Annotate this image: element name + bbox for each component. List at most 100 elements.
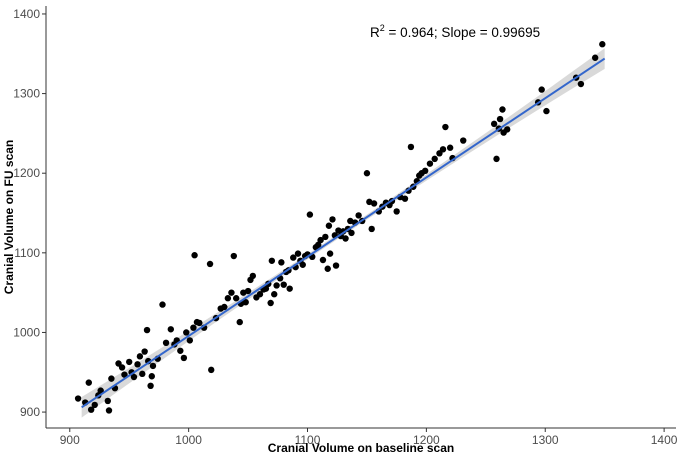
fit-annotation: R2 = 0.964; Slope = 0.99695 bbox=[370, 23, 540, 40]
data-point bbox=[490, 120, 498, 128]
data-point bbox=[118, 364, 126, 371]
x-tick-label: 1100 bbox=[295, 433, 321, 447]
data-point bbox=[74, 395, 82, 402]
data-point bbox=[496, 115, 504, 123]
data-point bbox=[325, 222, 333, 229]
x-tick-label: 1200 bbox=[413, 433, 440, 447]
y-tick-label: 1200 bbox=[13, 166, 40, 180]
data-point bbox=[326, 250, 334, 257]
data-point bbox=[268, 257, 276, 264]
data-point bbox=[290, 254, 297, 261]
y-tick-label: 1300 bbox=[13, 87, 40, 101]
data-point bbox=[105, 407, 113, 414]
data-point bbox=[591, 54, 599, 61]
data-point bbox=[236, 318, 243, 326]
annotation-rest: = 0.964; Slope = 0.99695 bbox=[385, 25, 540, 40]
r-label: R bbox=[370, 25, 380, 40]
data-point bbox=[230, 252, 238, 260]
data-point bbox=[224, 295, 232, 302]
data-point bbox=[136, 353, 144, 360]
x-tick-label: 1400 bbox=[651, 433, 678, 447]
data-point bbox=[271, 291, 278, 298]
data-point bbox=[196, 319, 203, 327]
data-point bbox=[134, 361, 141, 368]
data-point bbox=[148, 373, 155, 380]
data-point bbox=[493, 155, 500, 163]
data-point bbox=[306, 211, 314, 218]
data-point bbox=[180, 354, 188, 362]
data-point bbox=[191, 252, 198, 259]
y-axis-title: Cranial Volume on FU scan bbox=[2, 140, 16, 294]
data-point bbox=[421, 167, 429, 175]
data-point bbox=[299, 261, 306, 268]
data-point bbox=[121, 371, 128, 378]
y-tick-label: 1100 bbox=[14, 246, 40, 260]
y-tick-label: 900 bbox=[20, 405, 40, 419]
data-point bbox=[206, 260, 214, 268]
data-point bbox=[97, 387, 104, 394]
y-tick-label: 1000 bbox=[13, 325, 40, 339]
data-point bbox=[280, 281, 287, 288]
y-ticks-group: 900 1000 1100 1200 1300 1400 bbox=[13, 7, 46, 419]
data-point bbox=[249, 272, 257, 280]
data-point bbox=[460, 137, 467, 144]
data-point bbox=[267, 299, 274, 307]
data-point bbox=[431, 155, 438, 163]
x-ticks-group: 900 1000 1100 1200 1300 1400 bbox=[60, 428, 678, 447]
data-point bbox=[141, 348, 148, 355]
y-tick-label: 1400 bbox=[13, 7, 40, 21]
data-point bbox=[426, 160, 434, 167]
data-point bbox=[162, 339, 170, 347]
x-tick-label: 1300 bbox=[532, 433, 559, 447]
data-point bbox=[543, 107, 550, 115]
data-point bbox=[232, 295, 240, 302]
data-point bbox=[85, 379, 92, 386]
data-point bbox=[439, 146, 447, 153]
data-point bbox=[329, 216, 336, 223]
data-point bbox=[363, 170, 371, 177]
data-point bbox=[159, 301, 166, 308]
data-point bbox=[577, 80, 585, 88]
data-point bbox=[322, 233, 329, 241]
data-point bbox=[221, 303, 228, 311]
data-point bbox=[294, 250, 302, 257]
data-point bbox=[190, 324, 197, 331]
data-point bbox=[147, 382, 154, 389]
data-point bbox=[393, 208, 400, 215]
data-point bbox=[446, 144, 454, 151]
data-point bbox=[177, 347, 184, 354]
data-point bbox=[355, 212, 362, 219]
data-point bbox=[167, 326, 175, 333]
data-point bbox=[91, 401, 98, 409]
data-point bbox=[324, 265, 331, 272]
data-point bbox=[599, 41, 606, 48]
data-point bbox=[262, 285, 270, 292]
data-point bbox=[87, 406, 95, 413]
data-point bbox=[278, 259, 285, 266]
data-point bbox=[499, 106, 506, 113]
x-tick-label: 1000 bbox=[175, 433, 202, 447]
data-point bbox=[149, 362, 157, 370]
x-axis-title: Cranial Volume on baseline scan bbox=[268, 441, 455, 455]
data-point bbox=[208, 366, 215, 374]
data-point bbox=[143, 326, 151, 334]
data-point bbox=[108, 375, 115, 382]
data-point bbox=[317, 236, 324, 244]
data-point bbox=[332, 262, 340, 269]
data-point bbox=[538, 86, 545, 93]
data-point bbox=[130, 373, 138, 381]
data-point bbox=[104, 397, 112, 405]
data-point bbox=[315, 241, 322, 249]
data-point bbox=[242, 298, 249, 306]
data-point bbox=[228, 289, 235, 296]
data-point bbox=[370, 200, 378, 207]
x-tick-label: 900 bbox=[60, 433, 80, 447]
data-point bbox=[186, 337, 194, 344]
points-group bbox=[74, 41, 606, 414]
data-point bbox=[342, 235, 349, 242]
fit-line bbox=[81, 57, 606, 409]
data-point bbox=[368, 225, 375, 233]
data-point bbox=[183, 329, 190, 336]
data-point bbox=[126, 358, 133, 366]
